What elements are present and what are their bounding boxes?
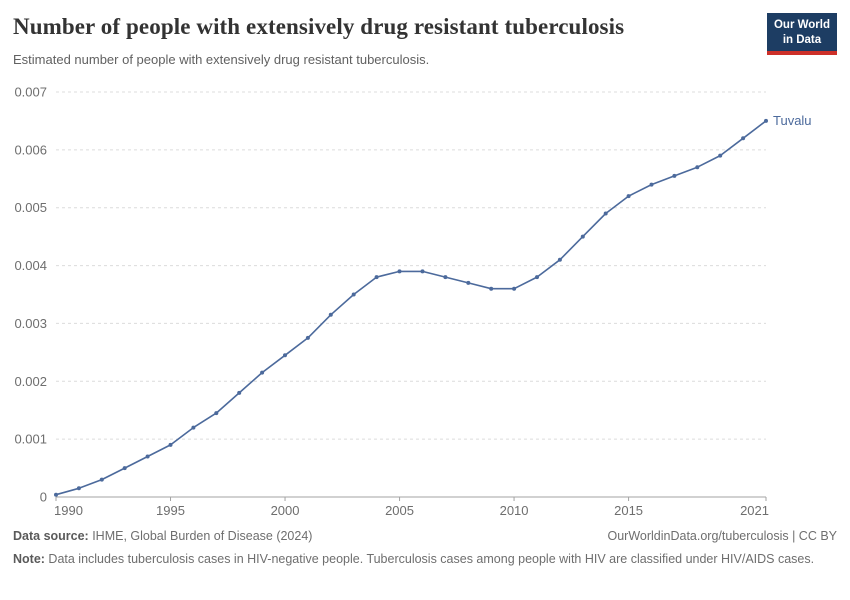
data-point: [649, 182, 654, 187]
data-point: [283, 353, 287, 358]
data-point: [443, 275, 448, 280]
data-point: [420, 269, 425, 274]
data-point: [695, 165, 700, 170]
data-point: [397, 269, 402, 274]
y-axis-tick-label: 0.003: [14, 316, 47, 331]
note-value: Data includes tuberculosis cases in HIV-…: [44, 551, 815, 566]
data-point: [466, 280, 471, 285]
data-point: [557, 257, 562, 262]
y-axis-tick-label: 0.001: [14, 432, 47, 447]
y-axis-tick-label: 0.002: [14, 374, 47, 389]
x-axis-tick-label: 2010: [500, 503, 529, 518]
x-axis-tick-label: 1995: [156, 503, 185, 518]
data-point: [214, 411, 219, 416]
owid-logo-line2: in Data: [782, 33, 822, 46]
footer-source-row: Data source: IHME, Global Burden of Dise…: [13, 528, 837, 545]
data-point: [603, 211, 608, 216]
chart-footer: Data source: IHME, Global Burden of Dise…: [13, 528, 837, 569]
y-axis-tick-label: 0.005: [14, 200, 47, 215]
series-line-tuvalu: [55, 120, 767, 496]
chart-subtitle: Estimated number of people with extensiv…: [13, 52, 430, 67]
data-point: [672, 173, 677, 178]
data-source: Data source: IHME, Global Burden of Dise…: [13, 528, 312, 545]
x-axis-tick-label: 2021: [740, 503, 769, 518]
owid-logo[interactable]: Our World in Data: [766, 13, 837, 56]
attribution-link[interactable]: OurWorldinData.org/tuberculosis | CC BY: [607, 529, 838, 543]
data-point: [305, 335, 310, 340]
data-point: [54, 492, 58, 497]
y-axis-tick-label: 0: [40, 490, 47, 505]
data-point: [260, 370, 265, 375]
data-point: [535, 275, 539, 280]
data-point: [626, 194, 631, 199]
data-point: [99, 477, 104, 482]
data-source-value: IHME, Global Burden of Disease (2024): [88, 529, 313, 543]
data-point: [718, 153, 723, 158]
y-axis-tick-label: 0.006: [14, 142, 47, 157]
x-axis-tick-label: 2015: [614, 503, 643, 518]
data-point: [237, 390, 242, 395]
data-point: [580, 234, 585, 239]
data-point: [328, 312, 333, 317]
footer-note: Note: Data includes tuberculosis cases i…: [13, 550, 837, 569]
data-point: [374, 275, 379, 280]
series-end-label: Tuvalu: [773, 113, 812, 128]
data-point: [351, 292, 356, 297]
data-source-label: Data source:: [13, 529, 89, 543]
owid-logo-line1: Our World: [773, 19, 830, 31]
data-point: [512, 286, 517, 291]
data-point: [145, 454, 150, 459]
data-point: [122, 466, 127, 471]
x-axis-tick-label: 1990: [54, 503, 83, 518]
x-axis-tick-label: 2005: [385, 503, 414, 518]
x-axis-tick-label: 2000: [271, 503, 300, 518]
data-point: [741, 136, 746, 141]
note-label: Note:: [13, 551, 45, 566]
data-point: [489, 286, 494, 291]
data-point: [191, 425, 196, 430]
data-point: [76, 486, 81, 491]
y-axis-tick-label: 0.007: [14, 85, 47, 100]
page-title: Number of people with extensively drug r…: [13, 14, 625, 39]
data-point: [764, 118, 768, 123]
y-axis-tick-label: 0.004: [14, 258, 47, 273]
data-point: [168, 442, 173, 447]
